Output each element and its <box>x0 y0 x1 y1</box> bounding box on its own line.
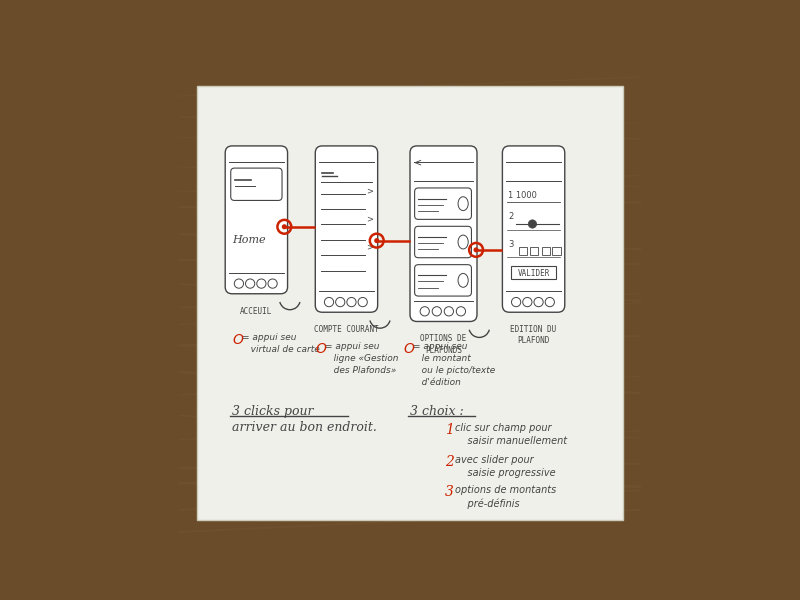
FancyBboxPatch shape <box>510 266 557 280</box>
Text: 2: 2 <box>445 455 454 469</box>
Text: ACCEUIL: ACCEUIL <box>240 307 273 316</box>
FancyBboxPatch shape <box>414 226 471 258</box>
Text: = appui seu
   virtual de carte: = appui seu virtual de carte <box>242 333 320 354</box>
Text: EDITION DU
PLAFOND: EDITION DU PLAFOND <box>510 325 557 345</box>
Text: clic sur champ pour
    saisir manuellement: clic sur champ pour saisir manuellement <box>455 423 567 446</box>
FancyBboxPatch shape <box>315 146 378 312</box>
Text: O: O <box>232 333 243 347</box>
Text: 2: 2 <box>508 212 513 221</box>
FancyBboxPatch shape <box>414 188 471 220</box>
Text: VALIDER: VALIDER <box>518 269 550 278</box>
FancyBboxPatch shape <box>230 168 282 200</box>
Text: avec slider pour
    saisie progressive: avec slider pour saisie progressive <box>455 455 556 478</box>
Text: >: > <box>366 214 373 223</box>
Circle shape <box>375 239 378 242</box>
FancyBboxPatch shape <box>414 265 471 296</box>
Text: <: < <box>414 158 422 168</box>
Text: 3: 3 <box>508 240 514 249</box>
FancyBboxPatch shape <box>552 247 561 255</box>
FancyBboxPatch shape <box>542 247 550 255</box>
Text: 1 1000: 1 1000 <box>508 191 537 200</box>
Text: O: O <box>315 342 326 356</box>
Text: Home: Home <box>233 235 266 245</box>
FancyBboxPatch shape <box>518 247 527 255</box>
FancyBboxPatch shape <box>226 146 287 294</box>
Text: >: > <box>366 242 373 251</box>
Text: 3: 3 <box>445 485 454 499</box>
Circle shape <box>282 225 286 229</box>
Text: = appui seu
   le montant
   ou le picto/texte
   d'édition: = appui seu le montant ou le picto/texte… <box>414 342 495 386</box>
Text: OPTIONS DE
PLAFONDS: OPTIONS DE PLAFONDS <box>420 334 466 355</box>
FancyBboxPatch shape <box>502 146 565 312</box>
Text: COMPTE COURANT: COMPTE COURANT <box>314 325 379 334</box>
FancyBboxPatch shape <box>410 146 477 322</box>
FancyBboxPatch shape <box>530 247 538 255</box>
Text: 1: 1 <box>445 423 454 437</box>
Text: arriver au bon endroit.: arriver au bon endroit. <box>232 421 377 434</box>
Text: options de montants
    pré-définis: options de montants pré-définis <box>455 485 557 509</box>
Text: = appui seu
   ligne «Gestion
   des Plafonds»: = appui seu ligne «Gestion des Plafonds» <box>326 342 399 375</box>
Text: O: O <box>403 342 414 356</box>
Text: >: > <box>366 187 373 196</box>
Text: 3 clicks pour: 3 clicks pour <box>232 404 314 418</box>
FancyBboxPatch shape <box>198 86 622 520</box>
Circle shape <box>528 220 537 228</box>
Circle shape <box>474 248 478 252</box>
Text: 3 choix :: 3 choix : <box>410 404 464 418</box>
